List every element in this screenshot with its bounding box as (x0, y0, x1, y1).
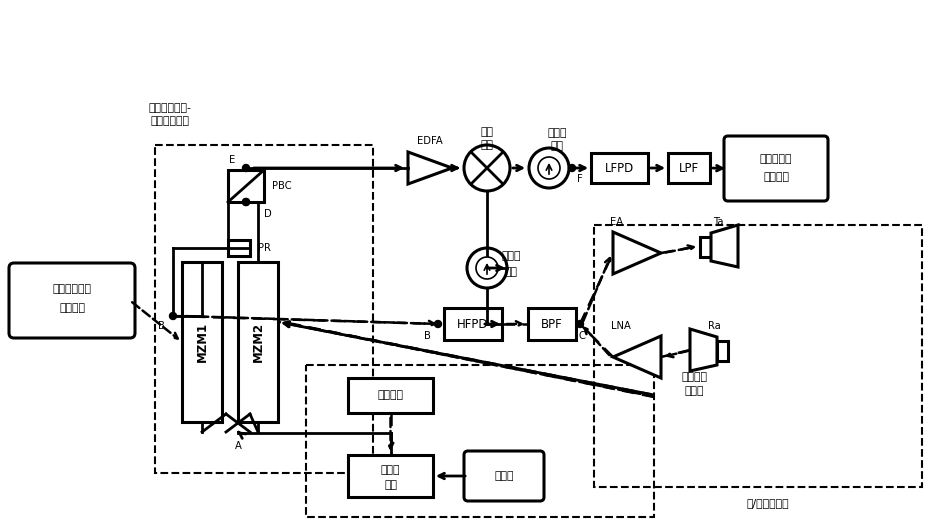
Polygon shape (613, 232, 661, 274)
Circle shape (529, 148, 569, 188)
Text: 激光器: 激光器 (494, 471, 514, 481)
Circle shape (242, 198, 250, 205)
Text: 本振信号: 本振信号 (377, 391, 403, 401)
Text: 第二检: 第二检 (547, 128, 567, 138)
Text: 光频梳产: 光频梳产 (681, 372, 707, 382)
Bar (182, 262, 222, 422)
Text: A: A (235, 441, 241, 451)
Circle shape (242, 164, 250, 172)
Text: HFPD: HFPD (457, 318, 489, 331)
Bar (155, 145, 373, 473)
Text: PBC: PBC (272, 181, 291, 191)
Text: BPF: BPF (541, 318, 563, 331)
Text: B: B (424, 331, 430, 341)
Text: 偏器: 偏器 (505, 267, 518, 277)
Text: 第一检: 第一检 (501, 251, 520, 261)
Circle shape (467, 248, 507, 288)
Polygon shape (613, 336, 661, 378)
Bar (238, 262, 278, 422)
Bar (228, 240, 250, 256)
Bar (594, 225, 922, 487)
Text: 信号采集与: 信号采集与 (760, 154, 792, 164)
Bar (348, 378, 433, 413)
Text: 收/发天线单元: 收/发天线单元 (747, 498, 789, 508)
Text: Ta: Ta (713, 217, 723, 227)
FancyBboxPatch shape (464, 451, 544, 501)
Circle shape (569, 164, 575, 172)
Circle shape (538, 157, 560, 179)
Text: C: C (578, 331, 586, 341)
Text: MZM2: MZM2 (251, 322, 264, 362)
Text: 合器: 合器 (480, 140, 493, 150)
Text: 处理模块: 处理模块 (763, 172, 789, 182)
Text: LFPD: LFPD (605, 162, 634, 174)
Polygon shape (690, 329, 717, 371)
Text: 偏器: 偏器 (550, 141, 563, 151)
Circle shape (169, 312, 177, 320)
FancyBboxPatch shape (724, 136, 828, 201)
Text: EDFA: EDFA (417, 136, 443, 146)
Text: D: D (264, 209, 272, 219)
Bar (717, 341, 728, 361)
Bar (228, 170, 264, 202)
Text: F: F (577, 174, 583, 184)
Text: B: B (157, 321, 165, 331)
Text: 基带调制信号: 基带调制信号 (52, 284, 91, 294)
Text: 制器: 制器 (384, 480, 397, 490)
Bar (700, 237, 711, 257)
Text: LPF: LPF (679, 162, 699, 174)
Circle shape (476, 257, 498, 279)
Text: 曾德尔调制器: 曾德尔调制器 (151, 116, 190, 126)
Text: 相位调: 相位调 (381, 465, 400, 475)
Text: 光耦: 光耦 (480, 127, 493, 137)
Text: LNA: LNA (611, 321, 631, 331)
Bar (306, 365, 654, 517)
Text: 生模块: 生模块 (684, 386, 704, 396)
Text: Ra: Ra (708, 321, 721, 331)
Circle shape (242, 198, 250, 205)
Polygon shape (408, 152, 452, 184)
Polygon shape (711, 225, 738, 267)
Bar (348, 455, 433, 497)
Text: 产生模块: 产生模块 (59, 303, 85, 313)
Bar (668, 153, 710, 183)
Text: 偏振复用马赫-: 偏振复用马赫- (149, 103, 192, 113)
Text: MZM1: MZM1 (196, 322, 209, 362)
Circle shape (464, 145, 510, 191)
Bar (444, 308, 502, 340)
Text: EA: EA (611, 217, 624, 227)
Text: PR: PR (258, 243, 270, 253)
Circle shape (435, 320, 441, 328)
Circle shape (576, 320, 584, 328)
FancyBboxPatch shape (9, 263, 135, 338)
Bar (591, 153, 648, 183)
Bar (528, 308, 576, 340)
Text: E: E (229, 155, 236, 165)
